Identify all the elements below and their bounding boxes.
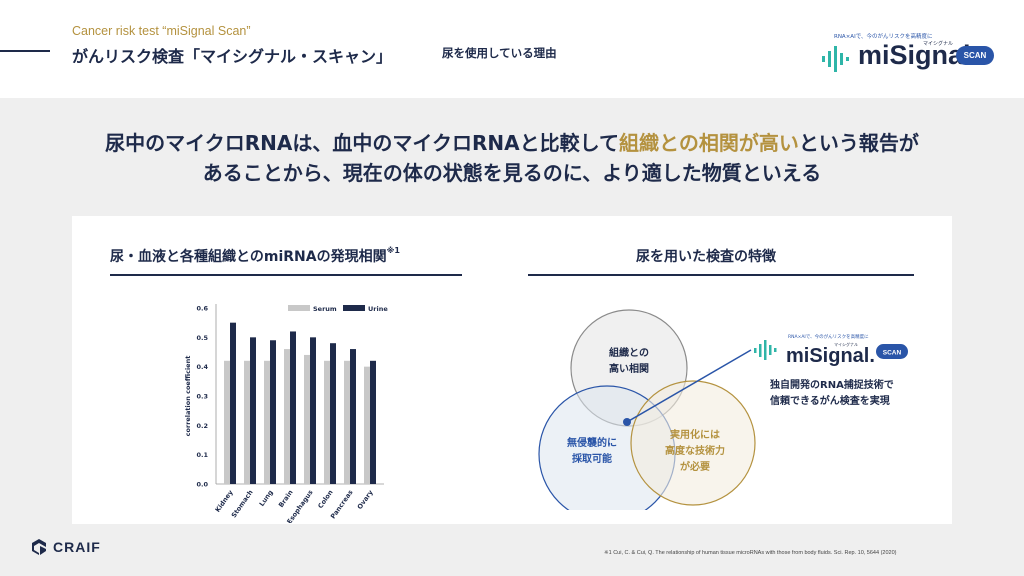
right-section-rule bbox=[528, 274, 914, 276]
footnote-marker: ※1 bbox=[386, 246, 400, 255]
bar-urine-kidney bbox=[230, 322, 236, 484]
y-tick-label: 0.1 bbox=[196, 451, 208, 459]
y-tick-label: 0.2 bbox=[196, 422, 208, 430]
header-kicker: Cancer risk test “miSignal Scan” bbox=[72, 24, 251, 38]
legend-urine-label: Urine bbox=[368, 305, 388, 313]
logo-kana: マイシグナル bbox=[923, 41, 954, 47]
callout-text-line-1: 独自開発のRNA捕捉技術で bbox=[770, 378, 894, 391]
y-axis-label: correlation coefficient bbox=[184, 356, 192, 437]
scan-badge: SCAN bbox=[956, 46, 994, 65]
bar-urine-stomach bbox=[250, 337, 256, 484]
callout-wordmark: miSignal. bbox=[786, 345, 875, 367]
misignal-logo: RNA×AIで、今のがんリスクを高精度に miSignal. マイシグナル SC… bbox=[818, 24, 998, 80]
x-tick-label: Lung bbox=[258, 488, 275, 508]
bar-serum-stomach bbox=[244, 360, 250, 484]
bar-urine-esophagus bbox=[310, 337, 316, 484]
left-section-rule bbox=[110, 274, 462, 276]
headline-pre: 尿中のマイクロRNAは、血中のマイクロRNAと比較して bbox=[105, 131, 620, 155]
callout-kana: マイシグナル bbox=[834, 341, 858, 347]
legend-serum-label: Serum bbox=[313, 305, 337, 313]
y-tick-label: 0.5 bbox=[196, 334, 208, 342]
features-venn-diagram: 組織との 高い相関 無侵襲的に 採取可能 実用化には 高度な技術力 が必要 RN… bbox=[538, 309, 908, 510]
x-tick-label: Colon bbox=[316, 488, 335, 510]
headline-line-2: あることから、現在の体の状態を見るのに、より適した物質といえる bbox=[202, 161, 822, 185]
headline-highlight: 組織との相関が高い bbox=[619, 131, 799, 155]
venn-right-line-2: 高度な技術力 bbox=[665, 444, 725, 457]
headline-post: という報告が bbox=[798, 131, 919, 155]
bar-serum-colon bbox=[324, 360, 330, 484]
venn-top-line-2: 高い相関 bbox=[609, 362, 649, 375]
headline-line-1: 尿中のマイクロRNAは、血中のマイクロRNAと比較して組織との相関が高いという報… bbox=[0, 128, 1024, 158]
bar-serum-lung bbox=[264, 360, 270, 484]
correlation-bar-chart: 0.0 0.1 0.2 0.3 0.4 0.5 0.6 correlation coeffic… bbox=[184, 304, 388, 523]
header-rule bbox=[0, 50, 50, 52]
left-section-title-text: 尿・血液と各種組織とのmiRNAの発現相関 bbox=[110, 249, 387, 265]
y-tick-label: 0.6 bbox=[196, 305, 208, 313]
bar-serum-pancreas bbox=[344, 360, 350, 484]
bar-urine-ovary bbox=[370, 360, 376, 484]
bar-urine-colon bbox=[330, 343, 336, 484]
left-section-title: 尿・血液と各種組織とのmiRNAの発現相関※1 bbox=[110, 246, 400, 266]
bar-serum-kidney bbox=[224, 360, 230, 484]
bar-urine-lung bbox=[270, 340, 276, 484]
venn-top-line-1: 組織との bbox=[609, 346, 649, 359]
x-tick-label: Brain bbox=[277, 488, 295, 509]
venn-circle-right bbox=[630, 380, 756, 506]
x-tick-label: Kidney bbox=[214, 488, 235, 514]
venn-left-line-2: 採取可能 bbox=[572, 452, 612, 465]
callout-dot bbox=[623, 418, 631, 426]
y-tick-label: 0.0 bbox=[196, 481, 208, 489]
bar-urine-brain bbox=[290, 331, 296, 484]
footnote: ※1 Cui, C. & Cui, Q. The relationship of… bbox=[604, 550, 897, 556]
craif-logo: CRAIF bbox=[30, 538, 101, 556]
venn-right-line-3: が必要 bbox=[680, 460, 710, 473]
callout-scan-badge bbox=[876, 344, 908, 359]
headline: 尿中のマイクロRNAは、血中のマイクロRNAと比較して組織との相関が高いという報… bbox=[0, 128, 1024, 188]
callout-signal-bars-icon bbox=[754, 340, 777, 360]
callout-tagline: RNA×AIで、今のがんリスクを高精度に bbox=[788, 333, 869, 340]
bar-serum-esophagus bbox=[304, 354, 310, 484]
right-section-title: 尿を用いた検査の特徴 bbox=[636, 249, 776, 265]
logo-tagline: RNA×AIで、今のがんリスクを高精度に bbox=[834, 34, 933, 40]
page-title: がんリスク検査「マイシグナル・スキャン」 bbox=[72, 47, 393, 66]
callout-scan-badge-label: SCAN bbox=[883, 350, 902, 357]
content-panel bbox=[72, 216, 952, 524]
craif-mark-icon bbox=[32, 539, 46, 555]
x-tick-label: Ovary bbox=[356, 488, 375, 511]
bar-serum-brain bbox=[284, 349, 290, 484]
page-subtitle: 尿を使用している理由 bbox=[442, 46, 557, 60]
craif-wordmark: CRAIF bbox=[53, 539, 101, 555]
header: Cancer risk test “miSignal Scan” がんリスク検査… bbox=[0, 0, 1024, 98]
y-tick-label: 0.4 bbox=[196, 363, 208, 371]
legend-urine-swatch bbox=[343, 305, 365, 311]
venn-right-line-1: 実用化には bbox=[670, 428, 720, 441]
venn-left-line-1: 無侵襲的に bbox=[567, 436, 617, 449]
callout-line bbox=[626, 349, 752, 423]
legend-serum-swatch bbox=[288, 305, 310, 311]
y-tick-label: 0.3 bbox=[196, 393, 208, 401]
callout-text-line-2: 信頼できるがん検査を実現 bbox=[770, 394, 890, 407]
signal-bars-icon bbox=[822, 46, 849, 72]
bar-urine-pancreas bbox=[350, 349, 356, 484]
bar-serum-ovary bbox=[364, 366, 370, 484]
